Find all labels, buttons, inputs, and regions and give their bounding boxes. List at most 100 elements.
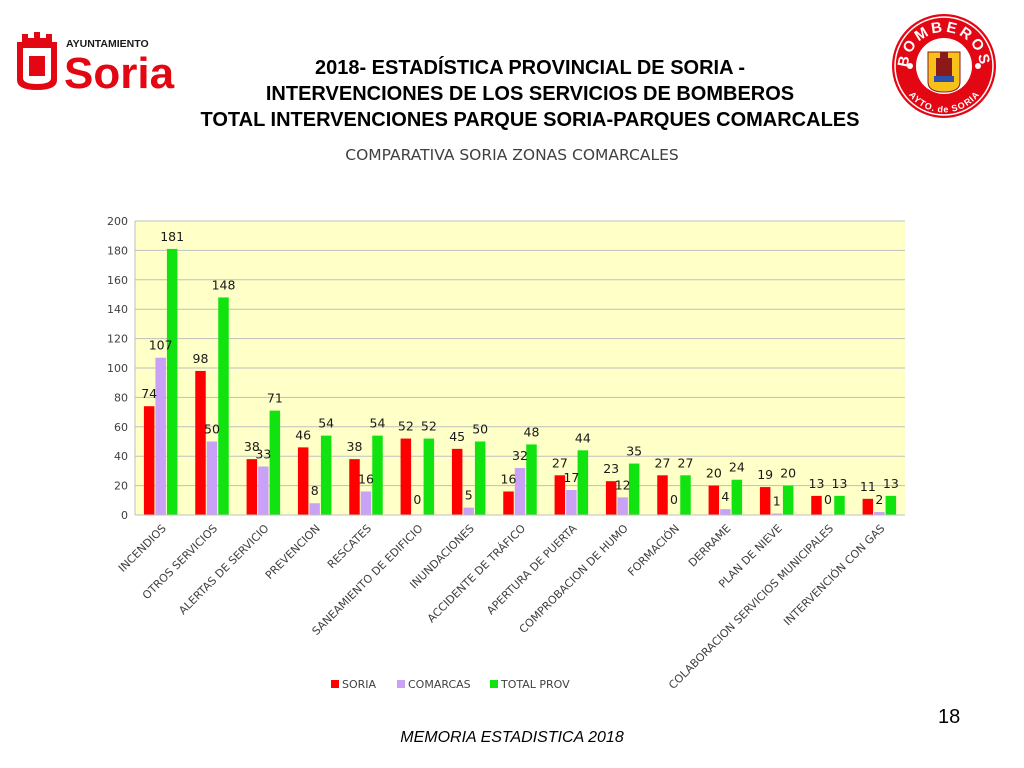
data-label: 24: [729, 460, 745, 475]
chart-title: COMPARATIVA SORIA ZONAS COMARCALES: [345, 146, 679, 164]
data-label: 54: [318, 416, 334, 431]
title-line-2: INTERVENCIONES DE LOS SERVICIOS DE BOMBE…: [265, 83, 795, 105]
data-label: 50: [204, 422, 220, 437]
x-tick-label: RESCATES: [325, 522, 374, 571]
bar-comarcas: [720, 509, 731, 515]
data-label: 33: [255, 446, 271, 461]
x-tick-label: INTERVENCIÓN CON GAS: [781, 522, 887, 628]
bar-soria: [143, 406, 155, 515]
star-icon: [975, 63, 981, 69]
y-tick-label: 160: [107, 274, 128, 287]
data-label: 2: [875, 492, 883, 507]
bar-total-prov: [474, 441, 486, 515]
castle-crest-icon: [927, 51, 961, 93]
bar-comarcas: [360, 491, 372, 515]
data-label: 27: [552, 455, 568, 470]
legend-label: COMARCAS: [408, 678, 471, 691]
title-line-1: 2018- ESTADÍSTICA PROVINCIAL DE SORIA -: [314, 57, 746, 79]
data-label: 20: [780, 466, 796, 481]
data-label: 19: [757, 467, 773, 482]
bar-total-prov: [834, 495, 845, 515]
data-label: 44: [575, 430, 591, 445]
data-label: 52: [421, 419, 437, 434]
y-tick-label: 20: [114, 480, 128, 493]
x-tick-label: INCENDIOS: [116, 522, 169, 575]
bar-comarcas: [617, 497, 628, 515]
data-label: 50: [472, 422, 488, 437]
bar-soria: [657, 475, 668, 515]
bar-comarcas: [155, 357, 166, 515]
y-tick-label: 140: [107, 303, 128, 316]
bar-soria: [554, 475, 566, 515]
bar-total-prov: [423, 438, 435, 515]
data-label: 71: [267, 391, 283, 406]
bar-soria: [195, 370, 206, 515]
y-axis: 0 20 40 60 80 100 120 140 160 180 200: [107, 215, 136, 522]
bar-comarcas: [566, 490, 577, 515]
coat-of-arms-icon: [17, 32, 57, 90]
data-label: 13: [809, 476, 825, 491]
ayuntamiento-soria-logo: AYUNTAMIENTO Soria: [14, 30, 204, 98]
y-tick-label: 40: [114, 450, 128, 463]
data-label: 35: [626, 444, 642, 459]
y-tick-label: 180: [107, 244, 128, 257]
data-label: 1: [773, 494, 781, 509]
legend-swatch-soria: [331, 680, 339, 688]
bar-comarcas: [514, 467, 526, 515]
bar-soria: [297, 447, 309, 515]
bar-total-prov: [269, 410, 281, 515]
data-label: 20: [706, 466, 722, 481]
data-label: 46: [295, 427, 311, 442]
bar-soria: [605, 481, 617, 515]
bar-total-prov: [166, 248, 178, 515]
title-line-3: TOTAL INTERVENCIONES PARQUE SORIA-PARQUE…: [200, 109, 860, 131]
y-tick-label: 120: [107, 333, 128, 346]
data-label: 8: [311, 483, 319, 498]
data-label: 16: [501, 471, 517, 486]
bar-soria: [759, 487, 771, 515]
bar-total-prov: [782, 485, 794, 515]
bar-total-prov: [372, 435, 383, 515]
y-tick-label: 100: [107, 362, 128, 375]
x-tick-label: FORMACIÓN: [625, 522, 682, 579]
data-label: 13: [883, 476, 899, 491]
data-label: 11: [860, 479, 876, 494]
legend-swatch-total-prov: [490, 680, 498, 688]
bar-comarcas: [309, 503, 320, 515]
data-label: 74: [141, 386, 157, 401]
bar-comarcas: [258, 466, 269, 515]
bar-total-prov: [628, 463, 640, 515]
bars: [143, 248, 897, 515]
legend-label: SORIA: [342, 678, 377, 691]
bar-total-prov: [218, 297, 229, 515]
x-tick-label: APERTURA DE PUERTA: [484, 522, 580, 618]
bar-total-prov: [526, 444, 537, 515]
data-label: 27: [655, 455, 671, 470]
x-tick-label: DERRAME: [686, 522, 734, 570]
bar-total-prov: [731, 479, 743, 515]
x-tick-label: COMPROBACION DE HUMO: [517, 522, 631, 636]
star-icon: [907, 63, 913, 69]
bar-comarcas: [771, 513, 782, 515]
bar-soria: [811, 495, 822, 515]
y-tick-label: 80: [114, 391, 128, 404]
bar-soria: [349, 459, 360, 515]
data-label: 4: [721, 489, 729, 504]
bar-comarcas: [874, 512, 885, 515]
bar-total-prov: [320, 435, 332, 515]
bar-soria: [451, 448, 463, 515]
y-tick-label: 60: [114, 421, 128, 434]
page-number: 18: [938, 706, 961, 728]
data-label: 5: [465, 488, 473, 503]
data-label: 107: [149, 338, 173, 353]
bar-soria: [503, 491, 514, 515]
legend-label: TOTAL PROV: [500, 678, 570, 691]
data-label: 17: [563, 470, 579, 485]
bar-soria: [246, 459, 258, 515]
data-label: 54: [370, 416, 386, 431]
data-label: 148: [212, 277, 236, 292]
bar-total-prov: [885, 495, 897, 515]
x-tick-label: ALERTAS DE SERVICIO: [176, 522, 271, 617]
